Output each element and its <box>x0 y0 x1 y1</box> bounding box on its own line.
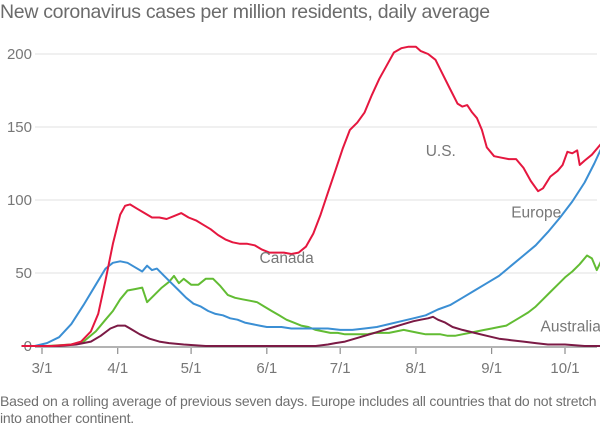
series-lines <box>21 45 600 347</box>
x-axis: 3/1 4/1 5/1 6/1 7/1 8/1 9/1 10/1 <box>32 346 597 377</box>
x-tick-label-4: 7/1 <box>330 360 351 377</box>
series-line-europe <box>21 148 600 347</box>
x-tick-label-5: 8/1 <box>405 360 426 377</box>
series-line-canada <box>21 254 600 347</box>
x-tick-label-2: 5/1 <box>181 360 202 377</box>
series-labels: U.S. Europe Canada Australia <box>260 143 600 335</box>
chart-footnote: Based on a rolling average of previous s… <box>0 393 597 426</box>
x-tick-label-6: 9/1 <box>481 360 502 377</box>
series-label-us: U.S. <box>426 143 456 160</box>
x-tick-label-1: 4/1 <box>107 360 128 377</box>
y-tick-label-100: 100 <box>7 192 32 209</box>
series-line-us <box>21 45 600 347</box>
series-line-australia <box>21 315 600 347</box>
y-tick-label-50: 50 <box>15 265 32 282</box>
series-label-europe: Europe <box>511 205 561 222</box>
x-tick-label-3: 6/1 <box>256 360 277 377</box>
chart-title: New coronavirus cases per million reside… <box>0 1 490 23</box>
series-label-australia: Australia <box>541 318 600 335</box>
y-tick-label-200: 200 <box>7 46 32 63</box>
x-tick-label-7: 10/1 <box>550 360 579 377</box>
y-tick-label-150: 150 <box>7 119 32 136</box>
gridlines <box>35 53 597 274</box>
series-label-canada: Canada <box>260 250 315 267</box>
x-tick-label-0: 3/1 <box>32 360 53 377</box>
